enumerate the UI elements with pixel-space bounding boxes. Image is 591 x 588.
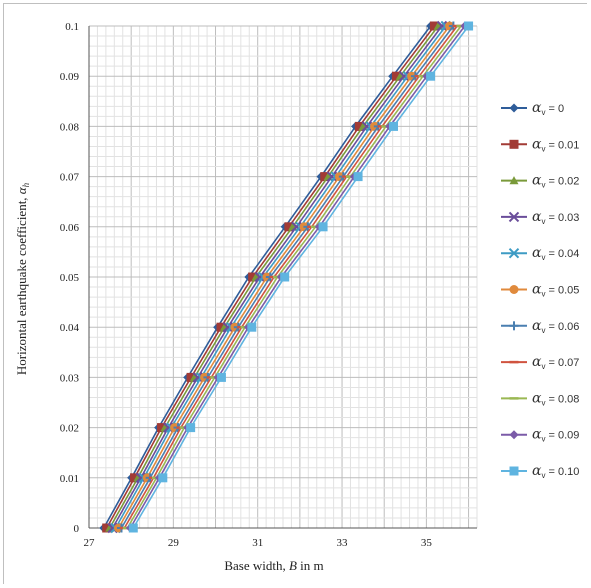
legend-marker	[509, 103, 519, 113]
legend-label: αv = 0.05	[532, 282, 579, 299]
y-tick-label: 0.1	[65, 21, 79, 33]
legend-marker	[509, 285, 519, 294]
series-10	[128, 21, 474, 533]
legend: αv = 0 αv = 0.01 αv = 0.02 αv = 0.03 αv = 0.…	[501, 100, 579, 480]
marker-stroke	[222, 321, 233, 333]
data-point	[320, 172, 330, 182]
marker-stroke	[436, 20, 448, 32]
legend-marker	[508, 247, 520, 259]
data-point	[318, 222, 328, 232]
legend-item-7: αv = 0.07	[501, 354, 579, 371]
gridlines	[88, 25, 478, 529]
legend-item-9: αv = 0.09	[501, 427, 579, 444]
legend-marker	[509, 430, 519, 440]
data-point	[436, 20, 448, 32]
axes: 27 29 31 33 35 0 0.01 0.02 0.03 0.04 0.05 0.06 0.07 0…	[60, 21, 477, 549]
marker-stroke	[254, 271, 266, 283]
y-tick-label: 0.01	[60, 473, 79, 485]
legend-label: αv = 0.09	[532, 427, 579, 444]
legend-item-1: αv = 0.01	[501, 136, 579, 153]
data-point	[222, 321, 233, 333]
legend-label: αv = 0.01	[532, 136, 579, 153]
legend-marker	[508, 211, 520, 223]
data-point	[130, 473, 140, 483]
y-tick-label: 0.06	[60, 222, 80, 234]
data-point	[326, 171, 338, 182]
y-tick-label: 0.03	[60, 372, 80, 384]
data-point	[158, 473, 168, 483]
legend-marker	[509, 321, 519, 331]
data-point	[157, 423, 167, 433]
y-tick-label: 0.04	[60, 322, 80, 334]
x-tick-label: 29	[168, 537, 180, 549]
data-point	[353, 172, 363, 182]
legend-item-3: αv = 0.03	[501, 209, 579, 226]
data-point	[284, 222, 294, 232]
marker-stroke	[508, 247, 520, 259]
marker-stroke	[291, 221, 302, 233]
legend-item-5: αv = 0.05	[501, 282, 579, 299]
data-point	[354, 121, 364, 131]
legend-label: αv = 0	[532, 100, 564, 117]
x-axis-title: Base width, B in m	[224, 558, 323, 573]
data-point	[391, 71, 401, 81]
legend-label: αv = 0.06	[532, 318, 579, 335]
legend-marker	[509, 139, 519, 149]
data-point	[254, 271, 266, 283]
legend-label: αv = 0.04	[532, 245, 579, 262]
legend-label: αv = 0.03	[532, 209, 579, 226]
y-tick-label: 0.07	[60, 172, 80, 184]
marker-stroke	[361, 121, 373, 132]
data-point	[186, 372, 196, 382]
y-axis-title: Horizontal earthquake coefficient, αh	[14, 182, 31, 375]
legend-item-8: αv = 0.08	[501, 390, 579, 407]
data-point	[426, 71, 436, 81]
data-point	[102, 523, 112, 533]
legend-marker	[509, 176, 519, 185]
data-point	[291, 221, 302, 233]
data-point	[216, 322, 226, 332]
x-tick-label: 31	[252, 537, 263, 549]
data-point	[280, 272, 290, 282]
legend-item-4: αv = 0.04	[501, 245, 579, 262]
data-point	[248, 272, 258, 282]
y-tick-label: 0.09	[60, 71, 80, 83]
x-tick-label: 27	[84, 537, 96, 549]
data-point	[192, 372, 204, 383]
data-point	[388, 121, 398, 131]
legend-label: αv = 0.10	[532, 463, 579, 480]
y-tick-label: 0.02	[60, 423, 79, 435]
line-chart: 27 29 31 33 35 0 0.01 0.02 0.03 0.04 0.05 0.06 0.07 0…	[4, 4, 588, 585]
y-tick-label: 0	[74, 523, 80, 535]
data-point	[464, 21, 474, 31]
legend-label: αv = 0.02	[532, 173, 579, 190]
legend-item-0: αv = 0	[501, 100, 564, 117]
data-point	[216, 372, 226, 382]
legend-label: αv = 0.07	[532, 354, 579, 371]
series-lines	[99, 20, 474, 534]
legend-item-10: αv = 0.10	[501, 463, 579, 480]
y-tick-label: 0.05	[60, 272, 80, 284]
marker-stroke	[508, 211, 520, 223]
series-1	[102, 21, 439, 533]
legend-label: αv = 0.08	[532, 390, 579, 407]
marker-stroke	[398, 70, 410, 82]
data-point	[186, 423, 196, 433]
legend-item-6: αv = 0.06	[501, 318, 579, 335]
data-point	[128, 523, 138, 533]
chart-frame: 27 29 31 33 35 0 0.01 0.02 0.03 0.04 0.05 0.06 0.07 0…	[3, 3, 588, 585]
data-point	[429, 21, 439, 31]
marker-stroke	[192, 372, 204, 383]
x-tick-label: 35	[421, 537, 433, 549]
legend-item-2: αv = 0.02	[501, 173, 579, 190]
marker-stroke	[326, 171, 338, 182]
x-tick-label: 33	[337, 537, 349, 549]
data-point	[361, 121, 373, 132]
legend-marker	[509, 466, 519, 476]
y-tick-label: 0.08	[60, 121, 80, 133]
data-point	[398, 70, 410, 82]
data-point	[247, 322, 257, 332]
